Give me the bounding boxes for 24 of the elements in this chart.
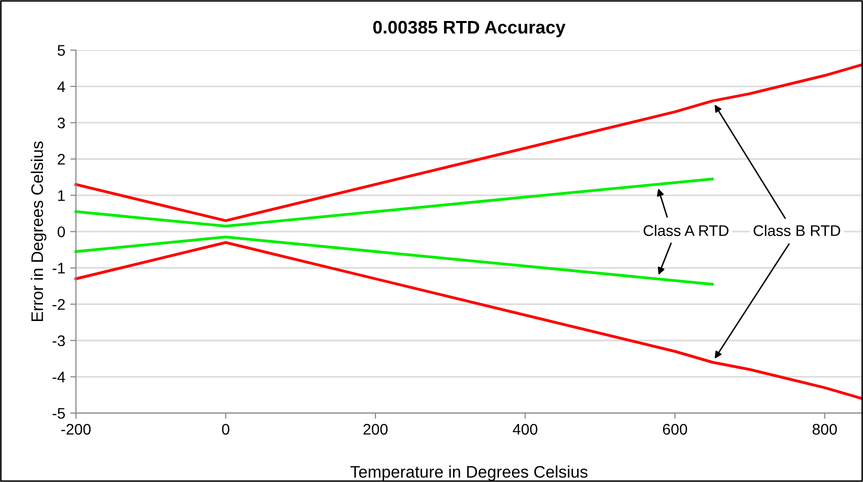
y-tick-label: -3 [52, 335, 65, 346]
line-series [74, 63, 863, 222]
chart-title: 0.00385 RTD Accuracy [373, 20, 566, 38]
y-tick-label: 4 [57, 81, 66, 92]
y-tick-label: -4 [52, 372, 66, 382]
x-tick-label: 200 [363, 424, 388, 435]
y-axis-title: Error in Degrees Celsius [30, 141, 46, 321]
x-tick-label: 600 [662, 424, 688, 435]
line-series [74, 241, 863, 400]
y-tick-label: 0 [58, 226, 65, 238]
y-tick-label: -5 [52, 408, 65, 419]
annotation: Class B RTD [754, 224, 840, 236]
annotation: Class A RTD [644, 224, 728, 236]
x-tick-label: -200 [61, 424, 91, 435]
x-tick-label: 400 [512, 424, 538, 435]
y-tick-label: -1 [52, 262, 65, 274]
y-tick-label: 2 [58, 154, 65, 165]
x-axis-title: Temperature in Degrees Celsius [350, 466, 588, 482]
x-tick-label: 0 [222, 424, 230, 435]
y-tick-label: 1 [58, 190, 65, 201]
y-tick-label: 5 [58, 45, 65, 56]
y-tick-label: 3 [58, 118, 65, 128]
y-tick-label: -2 [52, 299, 65, 310]
x-tick-label: 800 [812, 424, 837, 435]
